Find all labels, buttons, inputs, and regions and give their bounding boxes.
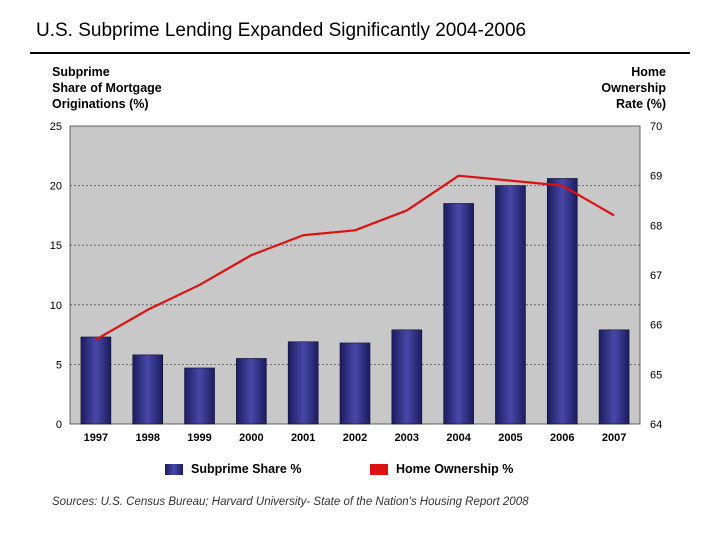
bar-1998 <box>132 354 164 425</box>
x-tick-label: 2003 <box>395 432 419 444</box>
right-tick-label: 66 <box>650 320 662 332</box>
chart-title: U.S. Subprime Lending Expanded Significa… <box>36 20 527 41</box>
legend-bar-label: Subprime Share % <box>191 462 302 476</box>
bar-2000 <box>236 358 267 425</box>
legend-line: Home Ownership % <box>370 462 513 476</box>
bar-series <box>80 178 630 425</box>
title-divider <box>30 52 690 54</box>
bar-2006 <box>546 178 578 425</box>
left-axis-ticks: 0 5 10 15 20 25 <box>50 121 62 431</box>
x-tick-label: 2002 <box>343 432 367 444</box>
left-tick-label: 5 <box>56 359 62 371</box>
bar-2004 <box>443 203 474 425</box>
x-tick-label: 2007 <box>602 432 626 444</box>
bar-2003 <box>391 329 423 425</box>
left-tick-label: 0 <box>56 419 62 431</box>
right-tick-label: 70 <box>650 121 662 133</box>
left-axis-title: Subprime Share of Mortgage Originations … <box>52 64 162 112</box>
bar-2005 <box>495 185 526 425</box>
left-tick-label: 20 <box>50 181 62 193</box>
x-tick-label: 2001 <box>291 432 315 444</box>
line-series <box>95 174 615 341</box>
x-axis-ticks: 1997 1998 1999 2000 2001 2002 2003 2004 2005 2006… <box>84 432 627 444</box>
right-axis-title-line: Home <box>631 65 666 79</box>
right-tick-label: 68 <box>650 220 662 232</box>
left-tick-label: 15 <box>50 240 62 252</box>
bar-2002 <box>339 342 371 425</box>
right-axis-title-line: Rate (%) <box>615 97 666 111</box>
bar-1999 <box>184 367 215 425</box>
right-tick-label: 67 <box>650 270 662 282</box>
x-tick-label: 1998 <box>135 432 159 444</box>
x-tick-label: 2000 <box>239 432 263 444</box>
x-tick-label: 1999 <box>187 432 211 444</box>
bar-2001 <box>287 341 319 425</box>
x-tick-label: 1997 <box>84 432 108 444</box>
left-axis-title-line: Subprime <box>52 65 110 79</box>
right-axis-ticks: 64 65 66 67 68 69 70 <box>650 121 662 431</box>
right-axis-title-line: Ownership <box>601 81 666 95</box>
right-tick-label: 69 <box>650 171 662 183</box>
bar-2007 <box>598 329 630 425</box>
bar-1997 <box>80 336 112 425</box>
left-tick-label: 25 <box>50 121 62 133</box>
legend-bar-swatch <box>165 463 183 475</box>
x-tick-label: 2004 <box>446 432 471 444</box>
right-tick-label: 65 <box>650 369 662 381</box>
x-tick-label: 2006 <box>550 432 574 444</box>
left-axis-title-line: Originations (%) <box>52 97 149 111</box>
source-note: Sources: U.S. Census Bureau; Harvard Uni… <box>52 496 529 508</box>
right-tick-label: 64 <box>650 419 662 431</box>
right-axis-title: Home Ownership Rate (%) <box>601 64 666 112</box>
legend-line-label: Home Ownership % <box>396 462 514 476</box>
legend-bar: Subprime Share % <box>165 462 301 476</box>
legend-line-swatch <box>370 463 388 475</box>
x-tick-label: 2005 <box>498 432 522 444</box>
left-tick-label: 10 <box>50 300 62 312</box>
left-axis-title-line: Share of Mortgage <box>52 81 162 95</box>
